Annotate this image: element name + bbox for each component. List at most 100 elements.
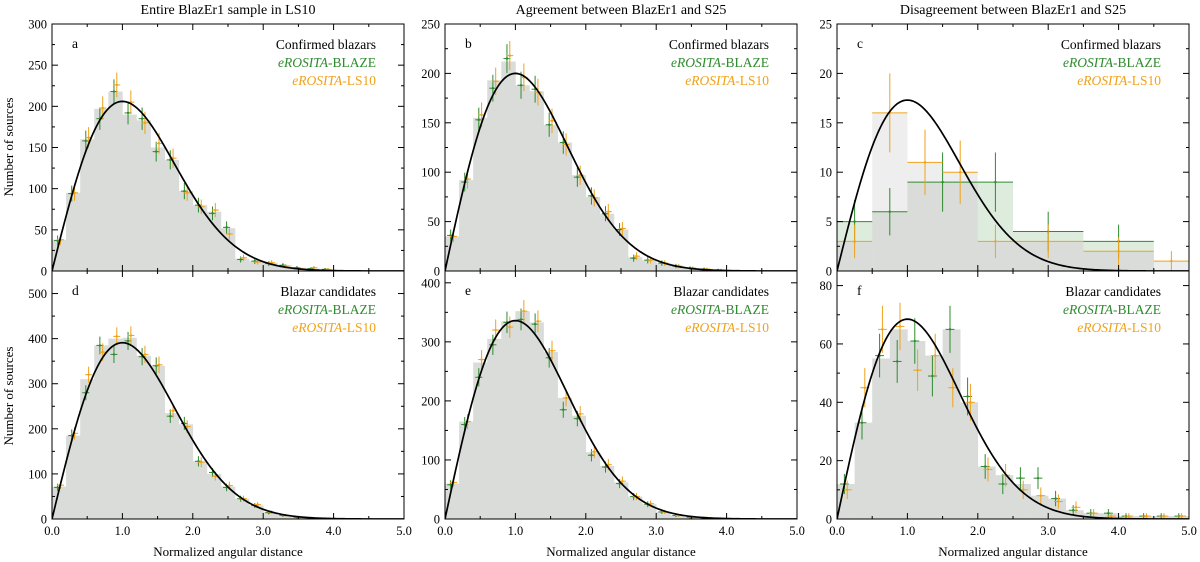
plot-area xyxy=(837,302,1189,519)
data-point xyxy=(155,356,163,374)
histogram-bar xyxy=(178,191,194,271)
histogram-bar xyxy=(150,147,165,271)
data-point xyxy=(942,140,978,204)
y-tick-label: 0 xyxy=(826,513,832,527)
histogram-bar xyxy=(837,483,855,519)
y-tick-label: 200 xyxy=(421,67,440,81)
x-tick-label: 3.0 xyxy=(1040,524,1056,538)
data-point xyxy=(517,308,525,331)
data-point xyxy=(1159,513,1169,519)
series-blaze xyxy=(839,305,1184,519)
x-axis-label-2: Normalized angular distance xyxy=(546,544,696,559)
data-point xyxy=(534,310,542,332)
x-tick-label: 0.0 xyxy=(437,524,453,538)
histogram-bar xyxy=(80,379,95,519)
histogram-bar xyxy=(164,159,180,271)
x-tick-label: 2.0 xyxy=(185,524,201,538)
legend-entry: Confirmed blazars xyxy=(276,37,376,52)
histogram-bar xyxy=(459,180,474,271)
panel-letter: c xyxy=(857,36,863,51)
histogram-bar xyxy=(1118,516,1137,519)
panel-letter: f xyxy=(857,283,862,298)
data-point xyxy=(113,72,121,98)
x-tick-label: 2.0 xyxy=(578,524,594,538)
histogram-bar xyxy=(459,421,474,519)
histogram-bar xyxy=(108,338,123,519)
histogram-bar xyxy=(122,337,137,519)
legend-entry: Confirmed blazars xyxy=(1061,37,1161,52)
legend-entry: eROSITA-BLAZE xyxy=(1063,55,1161,70)
y-tick-label: 300 xyxy=(421,335,440,349)
histogram xyxy=(837,329,1189,519)
y-ticks: 0 5 10 15 20 25 xyxy=(820,18,1189,279)
y-tick-label: 50 xyxy=(428,215,441,229)
data-point xyxy=(1033,467,1043,490)
histogram-bar xyxy=(192,461,208,519)
histogram-bar xyxy=(249,261,264,271)
data-point xyxy=(590,445,598,458)
histogram-bar xyxy=(642,504,657,519)
histogram-bar xyxy=(1153,516,1172,519)
x-tick-label: 0.0 xyxy=(44,524,60,538)
data-point xyxy=(506,41,514,71)
histogram-bar xyxy=(557,142,573,271)
data-point xyxy=(548,108,556,134)
y-tick-label: 0 xyxy=(434,265,440,279)
data-point xyxy=(113,327,121,346)
histogram-bar xyxy=(206,473,222,519)
y-tick-label: 300 xyxy=(28,18,47,32)
legend: Blazar candidates eROSITA-BLAZE eROSITA-LS… xyxy=(1063,284,1161,335)
panel-letter: d xyxy=(72,283,79,298)
data-point xyxy=(1054,494,1063,509)
legend-entry: eROSITA-LS10 xyxy=(685,73,769,88)
histogram-bar xyxy=(136,355,151,519)
histogram-bar xyxy=(249,505,264,519)
histogram-bar xyxy=(277,515,292,519)
histogram-bar xyxy=(487,80,502,271)
data-point xyxy=(1153,251,1189,271)
data-point xyxy=(211,202,219,218)
x-tick-label: 5.0 xyxy=(1181,524,1197,538)
legend-entry: eROSITA-LS10 xyxy=(1077,73,1161,88)
data-point xyxy=(478,349,486,370)
y-tick-label: 200 xyxy=(28,422,47,436)
histogram-bar xyxy=(557,397,573,519)
y-tick-label: 0 xyxy=(41,513,47,527)
histogram-bar xyxy=(515,311,530,519)
y-tick-label: 250 xyxy=(28,59,47,73)
plot-area xyxy=(52,326,404,519)
y-tick-label: 10 xyxy=(820,166,833,180)
data-point xyxy=(913,349,923,392)
histogram-bar xyxy=(529,322,544,519)
y-tick-label: 60 xyxy=(820,337,833,351)
data-point xyxy=(1177,513,1187,519)
histogram-bar xyxy=(585,196,601,271)
histogram-bar xyxy=(872,358,891,519)
panel-letter: b xyxy=(465,36,472,51)
x-axis-labels: Normalized angular distance Normalized a… xyxy=(153,544,1088,559)
legend-entry: eROSITA-LS10 xyxy=(292,73,376,88)
x-ticks: 0.0 1.0 2.0 3.0 4.0 5.0 xyxy=(437,271,805,538)
x-axis-label-1: Normalized angular distance xyxy=(153,544,303,559)
panel-b: 0 50 100 150 200 250 b Confirmed blazars eROSITA… xyxy=(421,18,798,279)
data-point xyxy=(1071,501,1081,514)
histogram-bar xyxy=(613,482,629,519)
legend-entry: Blazar candidates xyxy=(280,284,376,299)
data-point xyxy=(1089,509,1099,518)
y-tick-label: 100 xyxy=(28,182,47,196)
y-tick-label: 0 xyxy=(434,513,440,527)
plot-area xyxy=(837,73,1189,271)
y-ticks: 0 20 40 60 80 xyxy=(820,279,1189,527)
plot-area xyxy=(52,72,404,271)
y-tick-label: 0 xyxy=(826,265,832,279)
y-tick-label: 40 xyxy=(820,396,833,410)
y-axis-label-bottom: Number of sources xyxy=(1,347,16,446)
histogram-bar xyxy=(599,213,615,271)
data-point xyxy=(977,224,1013,259)
histogram-bar xyxy=(277,265,292,271)
histogram-bar xyxy=(501,61,516,271)
data-point xyxy=(842,480,852,500)
y-ticks: 0 100 200 300 400 xyxy=(421,276,797,527)
x-axis-label-3: Normalized angular distance xyxy=(938,544,1088,559)
